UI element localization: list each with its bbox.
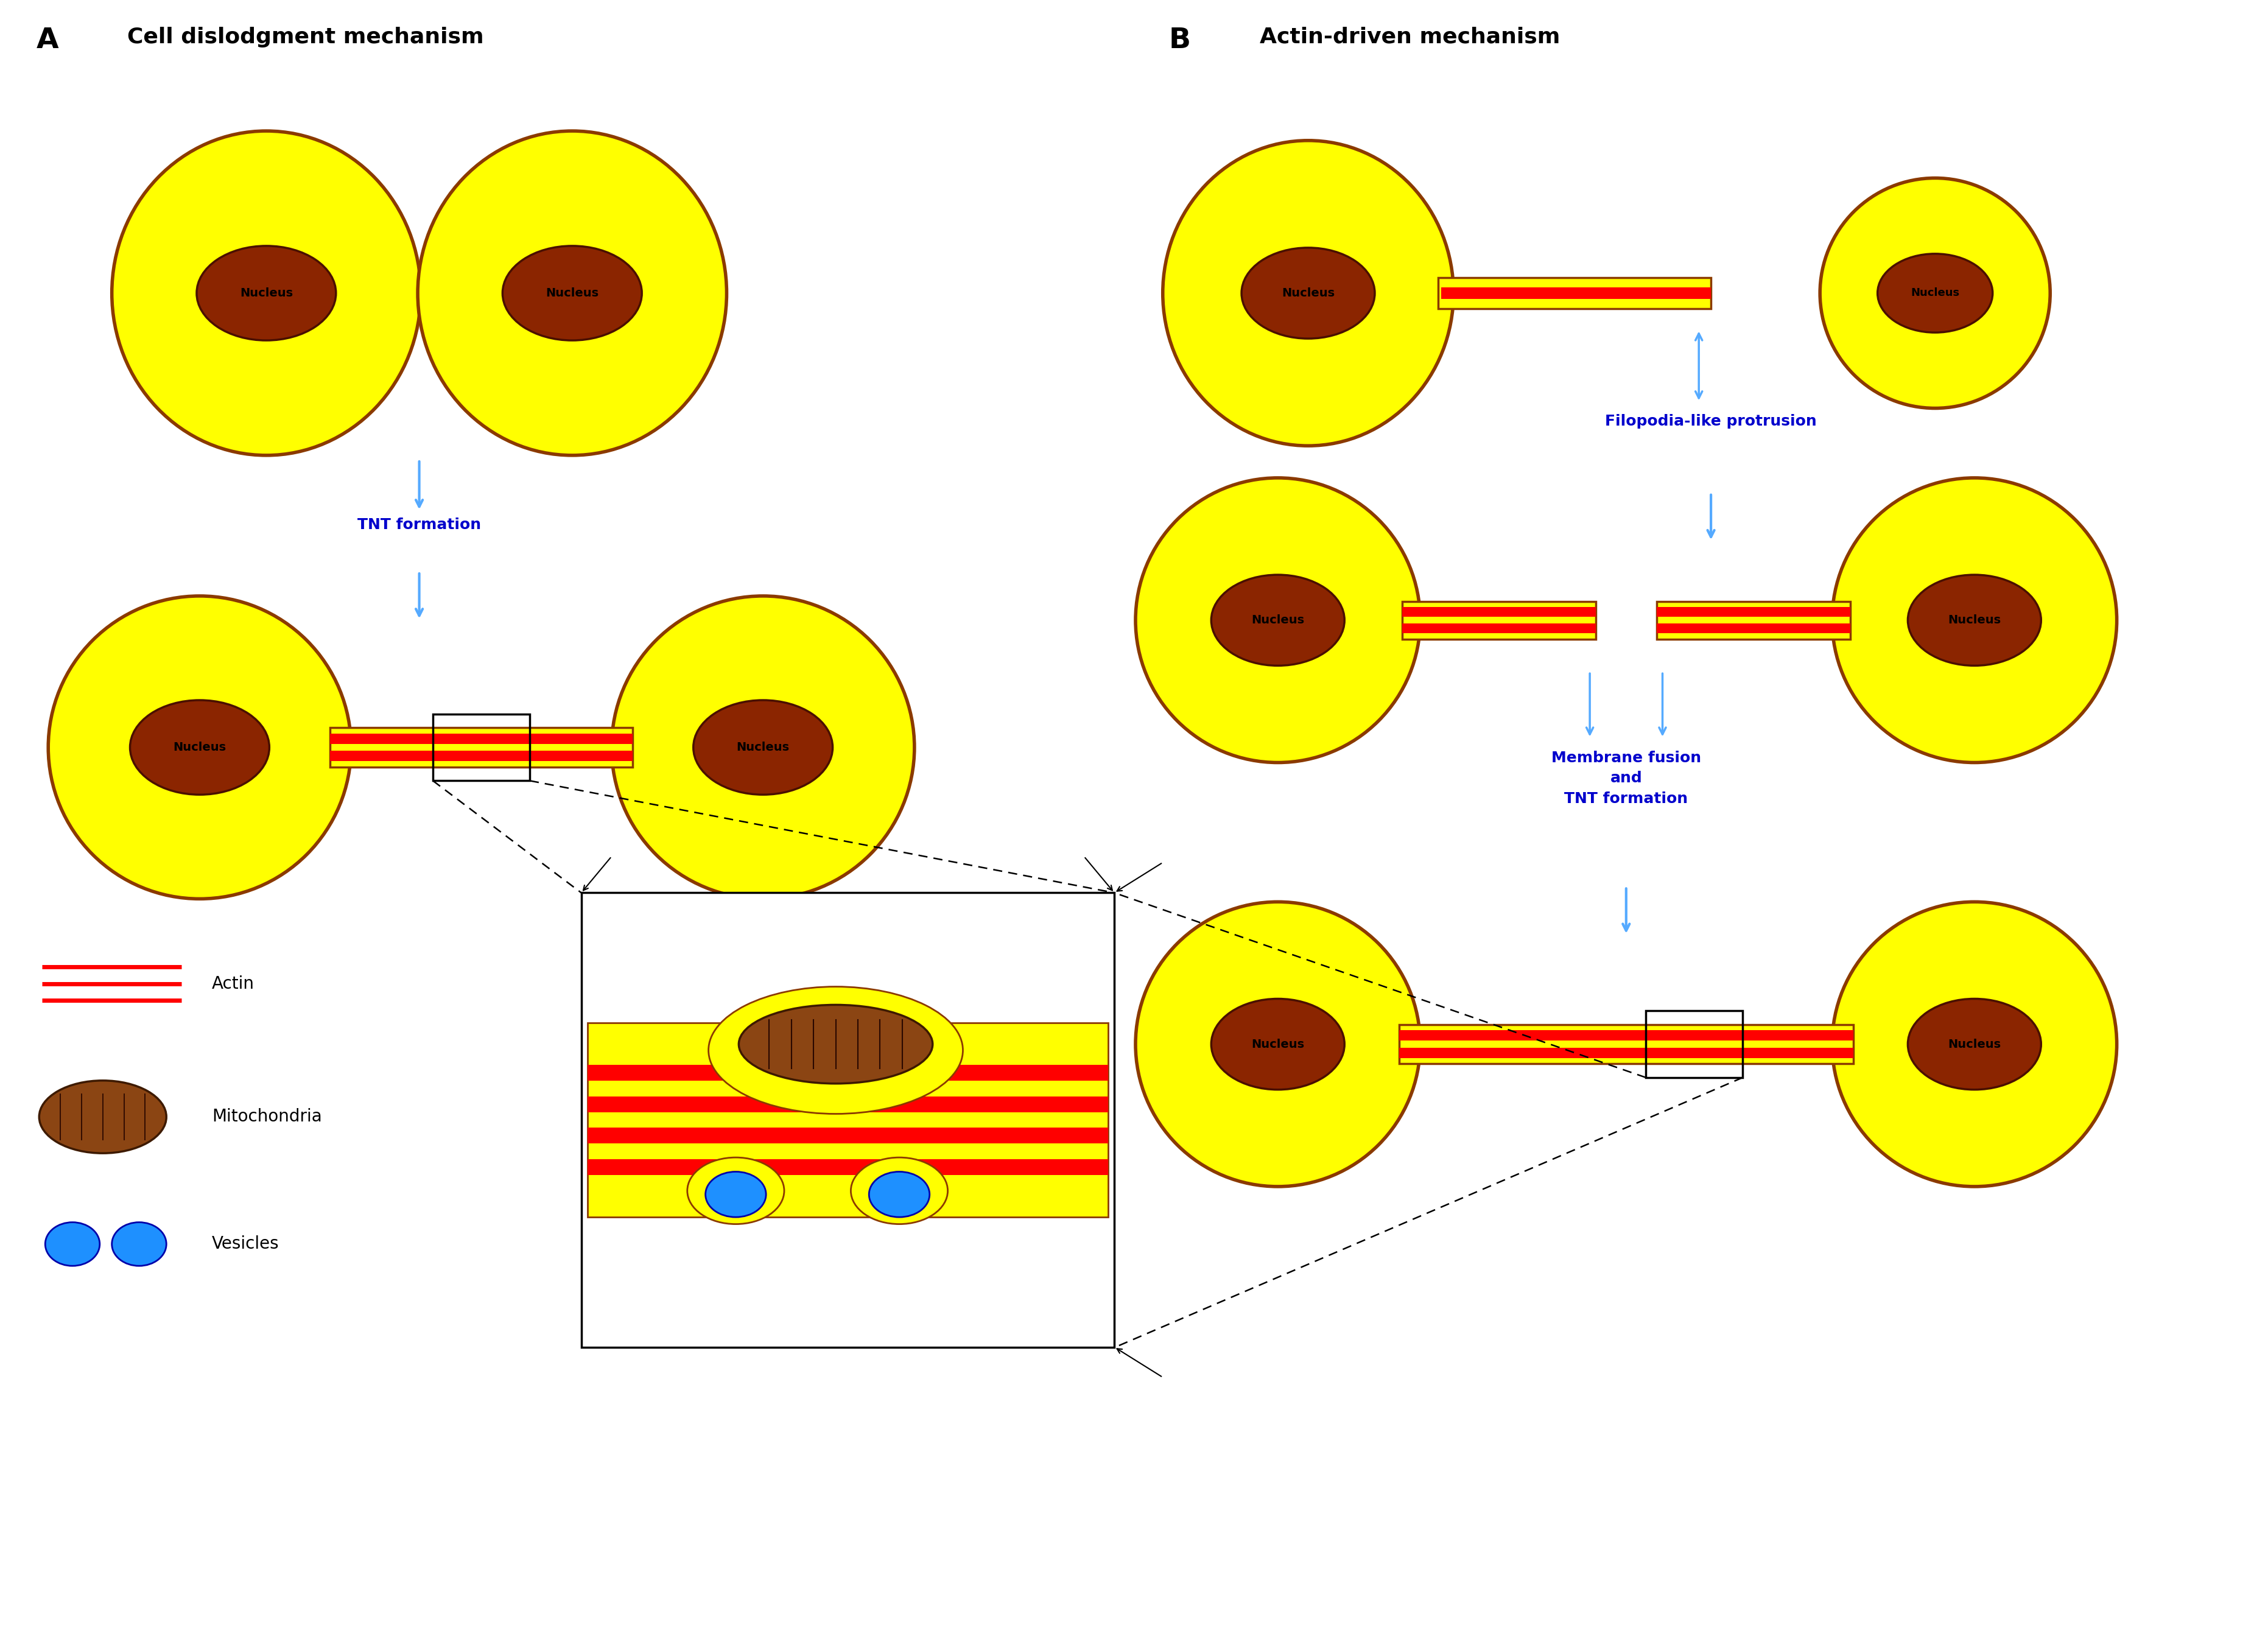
Ellipse shape [612, 596, 914, 898]
FancyBboxPatch shape [1399, 1025, 1853, 1064]
Ellipse shape [869, 1172, 930, 1217]
Text: Nucleus: Nucleus [1948, 1038, 2000, 1049]
Ellipse shape [708, 987, 964, 1113]
Text: Nucleus: Nucleus [1281, 287, 1334, 299]
FancyBboxPatch shape [587, 1023, 1109, 1217]
Ellipse shape [417, 131, 726, 455]
Text: Nucleus: Nucleus [1948, 614, 2000, 626]
Ellipse shape [1136, 478, 1420, 762]
Text: Nucleus: Nucleus [737, 742, 789, 754]
FancyBboxPatch shape [587, 1128, 1109, 1143]
FancyBboxPatch shape [1656, 601, 1851, 639]
FancyBboxPatch shape [1402, 624, 1597, 634]
Ellipse shape [111, 131, 422, 455]
Ellipse shape [1833, 478, 2116, 762]
Ellipse shape [1907, 998, 2041, 1090]
Ellipse shape [111, 1222, 166, 1266]
Text: Nucleus: Nucleus [240, 287, 293, 299]
Text: Actin-driven mechanism: Actin-driven mechanism [1259, 26, 1560, 48]
Ellipse shape [687, 1158, 785, 1223]
Text: Mitochondria: Mitochondria [211, 1108, 322, 1125]
FancyBboxPatch shape [329, 750, 633, 762]
Text: A: A [36, 26, 59, 54]
Ellipse shape [48, 596, 352, 898]
Ellipse shape [39, 1080, 166, 1153]
FancyBboxPatch shape [1438, 277, 1710, 309]
Ellipse shape [197, 246, 336, 340]
FancyBboxPatch shape [587, 1097, 1109, 1112]
Ellipse shape [1241, 248, 1374, 338]
Text: Nucleus: Nucleus [1252, 1038, 1304, 1049]
Text: B: B [1168, 26, 1191, 54]
Ellipse shape [1211, 998, 1345, 1090]
Text: Nucleus: Nucleus [547, 287, 599, 299]
FancyBboxPatch shape [1402, 608, 1597, 617]
Ellipse shape [1136, 901, 1420, 1187]
Ellipse shape [1833, 901, 2116, 1187]
Text: Actin: Actin [211, 975, 254, 992]
FancyBboxPatch shape [1656, 624, 1851, 634]
Text: Cell dislodgment mechanism: Cell dislodgment mechanism [127, 26, 483, 48]
FancyBboxPatch shape [587, 1064, 1109, 1080]
Ellipse shape [1907, 575, 2041, 665]
Ellipse shape [694, 699, 832, 795]
Ellipse shape [1211, 575, 1345, 665]
Text: Nucleus: Nucleus [1910, 287, 1960, 299]
Ellipse shape [705, 1172, 767, 1217]
Ellipse shape [1163, 141, 1454, 445]
Text: Nucleus: Nucleus [172, 742, 227, 754]
Ellipse shape [739, 1005, 932, 1084]
Text: Membrane fusion
and
TNT formation: Membrane fusion and TNT formation [1551, 750, 1701, 806]
FancyBboxPatch shape [1399, 1031, 1853, 1041]
FancyBboxPatch shape [587, 1159, 1109, 1176]
Ellipse shape [129, 699, 270, 795]
FancyBboxPatch shape [1402, 601, 1597, 639]
Ellipse shape [1878, 255, 1994, 333]
FancyBboxPatch shape [1442, 287, 1710, 299]
Text: Vesicles: Vesicles [211, 1235, 279, 1253]
Text: Filopodia-like protrusion: Filopodia-like protrusion [1606, 414, 1817, 429]
Text: Nucleus: Nucleus [1252, 614, 1304, 626]
Ellipse shape [503, 246, 642, 340]
Text: TNT formation: TNT formation [358, 517, 481, 532]
FancyBboxPatch shape [329, 727, 633, 767]
FancyBboxPatch shape [1399, 1048, 1853, 1057]
FancyBboxPatch shape [329, 734, 633, 744]
FancyBboxPatch shape [1656, 608, 1851, 617]
Ellipse shape [45, 1222, 100, 1266]
FancyBboxPatch shape [581, 893, 1114, 1346]
Ellipse shape [850, 1158, 948, 1223]
Ellipse shape [1819, 177, 2050, 409]
